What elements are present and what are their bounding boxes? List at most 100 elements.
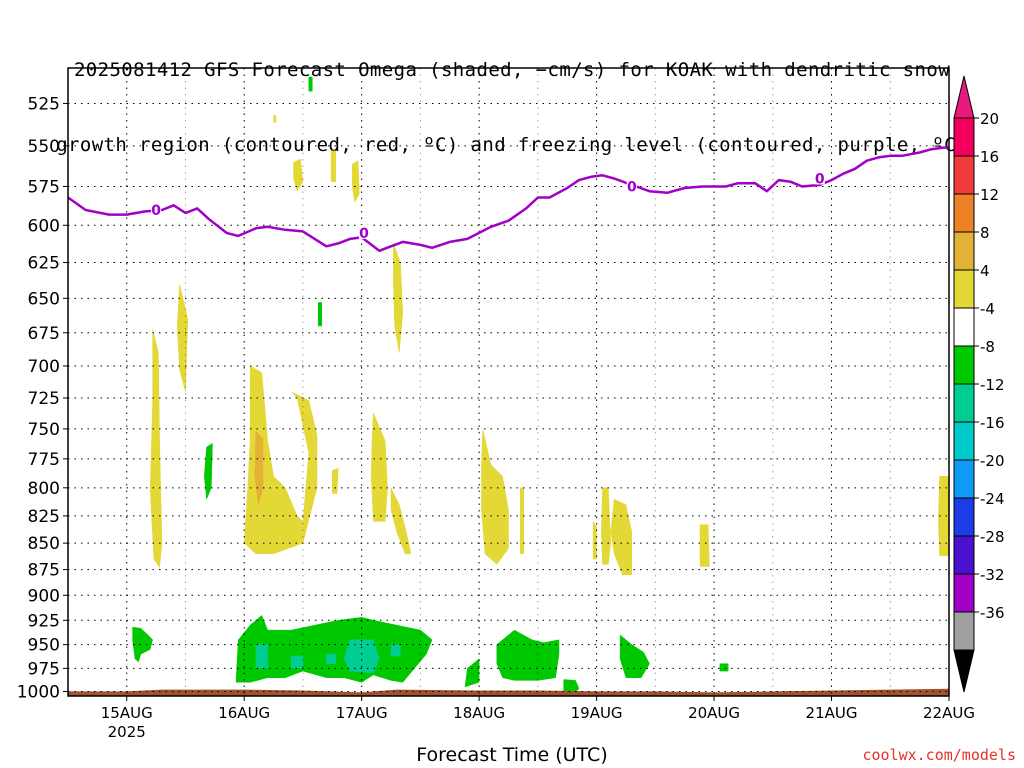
omega-region [149,328,163,569]
colorbar-label: -4 [980,300,995,318]
colorbar-segment [953,307,975,347]
omega-region [326,653,337,664]
y-tick-label: 725 [28,389,60,409]
y-tick-label: 900 [28,586,60,606]
x-tick-label: 22AUG [923,704,975,722]
omega-region [464,658,480,688]
chart-title-line-2: growth region (contoured, red, ºC) and f… [56,134,968,156]
contour-label-bg [626,178,637,193]
omega-region [293,158,304,192]
colorbar-segment [953,383,975,423]
chart-title-line-1: 2025081412 GFS Forecast Omega (shaded, −… [73,59,951,81]
y-tick-label: 1000 [17,682,60,702]
contour-label-bg [359,224,370,239]
y-tick-label: 550 [28,137,60,157]
plot-frame [67,67,950,697]
colorbar-segment [953,231,975,271]
omega-region [308,76,313,92]
x-tick-label: 16AUG [218,704,270,722]
contour-label: 0 [151,203,161,219]
credit-text: coolwx.com/models [862,746,1016,764]
y-tick-label: 950 [28,636,60,656]
omega-region [332,467,339,494]
omega-region [176,284,189,392]
colorbar-segment [953,117,975,157]
y-tick-label: 650 [28,289,60,309]
omega-region [254,430,264,505]
y-tick-label: 775 [28,450,60,470]
omega-region [330,150,337,182]
omega-region [519,487,525,555]
omega-region [243,365,318,555]
colorbar-label: -36 [980,604,1005,622]
plot-area: 0 0 0 0 [68,68,949,696]
colorbar-label: 4 [980,262,990,280]
omega-region [393,243,404,353]
omega-region [481,428,509,565]
x-tick-label: 19AUG [571,704,623,722]
omega-region [390,487,412,555]
omega-region [390,644,401,657]
colorbar-segment [953,155,975,195]
colorbar-segment [953,535,975,575]
contour-label: 0 [359,226,369,242]
omega-region [343,639,380,674]
y-tick-label: 625 [28,254,60,274]
contour-label-bg [151,201,162,216]
omega-region [204,442,213,500]
colorbar-segment [953,193,975,233]
omega-region [255,644,268,669]
omega-region [592,520,597,560]
colorbar-segment [953,611,975,651]
x-tick-label: 17AUG [336,704,388,722]
contour-label: 0 [815,171,825,187]
x-tick-label: 18AUG [453,704,505,722]
colorbar-segment [953,497,975,537]
omega-region [290,655,304,669]
colorbar-segment [953,459,975,499]
omega-region [132,626,153,663]
surface-band [68,688,949,696]
colorbar-label: 8 [980,224,990,242]
colorbar-top-arrow [953,75,975,119]
omega-region [273,115,277,123]
colorbar-label: 12 [980,186,999,204]
y-tick-label: 675 [28,324,60,344]
colorbar-segment [953,421,975,461]
omega-region [699,524,710,567]
x-tick-label: 20AUG [688,704,740,722]
y-tick-label: 800 [28,479,60,499]
colorbar-label: -28 [980,528,1005,546]
x-tick-label: 21AUG [806,704,858,722]
colorbar-label: 16 [980,148,999,166]
y-tick-label: 875 [28,561,60,581]
omega-region [938,476,949,557]
contour-label-bg [814,170,825,185]
y-tick-label: 700 [28,357,60,377]
omega-region [719,663,729,672]
y-tick-label: 600 [28,216,60,236]
colorbar-segment [953,573,975,613]
y-tick-label: 825 [28,507,60,527]
x-tick-sublabel: 2025 [108,723,146,741]
colorbar-label: -32 [980,566,1005,584]
omega-region [496,629,560,681]
omega-region [370,412,388,522]
y-tick-label: 925 [28,611,60,631]
colorbar-label: -16 [980,414,1005,432]
colorbar-label: -24 [980,490,1005,508]
y-tick-label: 525 [28,94,60,114]
chart-title: 2025081412 GFS Forecast Omega (shaded, −… [0,8,1024,183]
colorbar-segment [953,345,975,385]
colorbar-label: 20 [980,110,999,128]
omega-region [610,498,633,576]
y-axis: 525 550 575 600 625 650 675 700 725 750 775 800 825 8… [17,94,68,702]
colorbar-segment [953,269,975,309]
omega-region [235,614,433,683]
y-tick-label: 975 [28,659,60,679]
x-axis-label: Forecast Time (UTC) [416,744,608,766]
x-tick-label: 15AUG [101,704,153,722]
omega-region [619,634,650,678]
